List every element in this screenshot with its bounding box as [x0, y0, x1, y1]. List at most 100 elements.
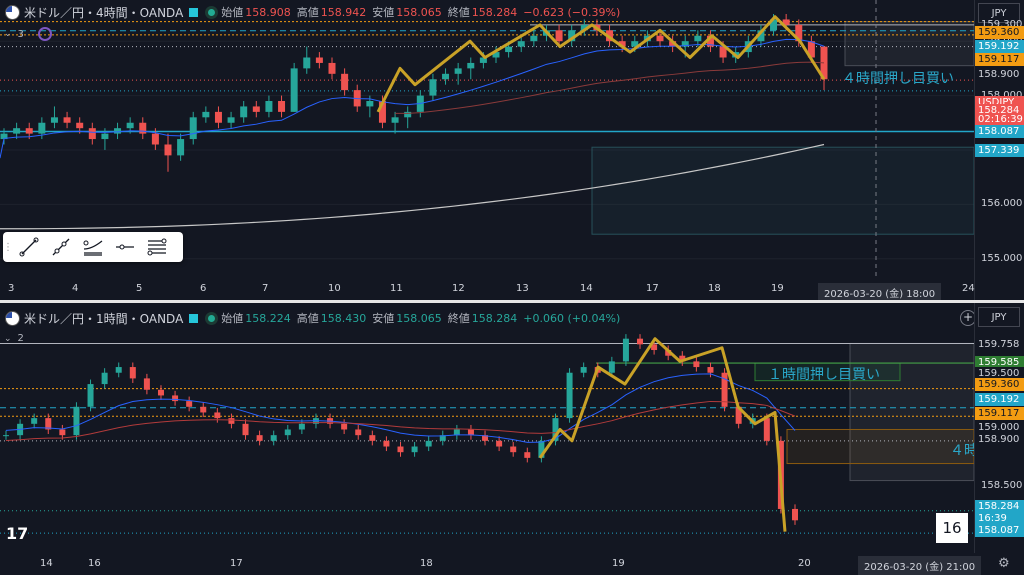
- chevron-down-icon[interactable]: ⌄: [4, 333, 12, 344]
- candle-body: [411, 446, 418, 453]
- time-tick: 5: [136, 283, 143, 294]
- candle-body: [115, 367, 122, 373]
- candle-body: [510, 446, 517, 453]
- candle-body: [240, 106, 248, 118]
- zone-rect: [786, 428, 974, 465]
- candle-body: [278, 101, 286, 112]
- top-time-axis[interactable]: 3 4 5 6 7 10 11 12 13 14 17 18 19 24: [0, 280, 975, 298]
- bottom-symbol-title[interactable]: 米ドル／円・1時間・OANDA: [24, 311, 184, 326]
- bottom-time-axis[interactable]: 14 16 17 18 19 20: [0, 555, 974, 573]
- candle-body: [139, 122, 147, 134]
- candle-body: [637, 338, 644, 345]
- flag-marker-icon[interactable]: [189, 7, 199, 17]
- candle-body: [76, 122, 84, 129]
- time-tick: 16: [88, 558, 101, 569]
- indicator-count: 2: [17, 333, 24, 344]
- top-symbol-title[interactable]: 米ドル／円・4時間・OANDA: [24, 5, 184, 20]
- candle-body: [656, 35, 664, 42]
- candle-body: [707, 367, 714, 373]
- line-tool-icon[interactable]: [13, 235, 45, 259]
- candle-body: [214, 412, 221, 419]
- candle-body: [252, 106, 260, 112]
- candle-body: [242, 423, 249, 436]
- bottom-indicator-toggle[interactable]: ⌄ 2: [4, 333, 24, 344]
- candle-body: [580, 24, 588, 31]
- time-tick: 17: [646, 283, 659, 294]
- candle-body: [453, 429, 460, 436]
- candle-body: [622, 338, 629, 362]
- long-ema-line: [395, 61, 825, 114]
- candle-body: [524, 452, 531, 458]
- channel-tool-icon[interactable]: [77, 235, 109, 259]
- top-price-axis[interactable]: JPY 159.300159.000158.000157.000156.0001…: [974, 0, 1024, 300]
- candle-body: [665, 350, 672, 356]
- indicator-ring-icon[interactable]: [37, 27, 52, 41]
- drawing-toolbar[interactable]: ⋮: [3, 232, 183, 262]
- bottom-annotation-4h[interactable]: ４時: [950, 443, 978, 459]
- horizontal-line-icon[interactable]: [109, 235, 141, 259]
- candle-body: [631, 41, 639, 47]
- candle-body: [566, 372, 573, 419]
- candle-body: [425, 440, 432, 447]
- fib-tool-icon[interactable]: [141, 235, 173, 259]
- time-tick: 7: [262, 283, 269, 294]
- low-value: 158.065: [396, 5, 442, 19]
- candle-body: [270, 435, 277, 441]
- price-label: 159.192: [975, 40, 1024, 53]
- candle-body: [13, 128, 21, 134]
- tradingview-logo[interactable]: 17: [6, 524, 29, 543]
- candle-body: [693, 361, 700, 368]
- settings-gear-icon[interactable]: ⚙: [998, 556, 1010, 571]
- price-label: 158.900: [975, 433, 1024, 446]
- candle-body: [482, 435, 489, 441]
- bottom-chart-pane[interactable]: [0, 303, 974, 553]
- price-label: 159.758: [975, 338, 1024, 351]
- price-label: 159.360: [975, 378, 1024, 391]
- pane-divider[interactable]: [0, 300, 1024, 303]
- bottom-price-axis[interactable]: JPY 159.500 159.000 158.500 159.758 159.585…: [974, 303, 1024, 553]
- candle-body: [129, 367, 136, 379]
- zigzag-line: [538, 337, 787, 532]
- candle-body: [439, 435, 446, 441]
- top-chart-canvas[interactable]: [0, 0, 974, 280]
- candle-body: [669, 41, 677, 47]
- time-tick: 12: [452, 283, 465, 294]
- flag-marker-icon[interactable]: [189, 313, 199, 323]
- high-label: 高値: [296, 312, 319, 325]
- low-value: 158.065: [396, 311, 442, 325]
- price-label: 158.087: [975, 524, 1024, 537]
- zone-rect: [591, 146, 974, 235]
- long-ema-line: [5, 400, 796, 442]
- ray-tool-icon[interactable]: [45, 235, 77, 259]
- bottom-annotation[interactable]: １時間押し目買い: [768, 367, 880, 383]
- price-label: 159.192: [975, 393, 1024, 406]
- price-tick: 158.000: [981, 90, 1022, 101]
- bottom-currency-button[interactable]: JPY: [978, 307, 1020, 327]
- candle-body: [315, 57, 323, 63]
- candle-body: [341, 423, 348, 430]
- candle-body: [555, 30, 563, 42]
- high-value: 158.430: [320, 311, 367, 325]
- indicator-count: 3: [17, 28, 24, 40]
- time-tick: 17: [230, 558, 243, 569]
- bottom-chart-canvas[interactable]: [0, 303, 974, 553]
- price-label: 159.585: [975, 356, 1024, 369]
- time-tick: 6: [200, 283, 207, 294]
- time-tick: 3: [8, 283, 15, 294]
- candle-body: [651, 344, 658, 351]
- candle-body: [679, 355, 686, 362]
- candle-body: [763, 418, 770, 441]
- top-crosshair-date: 2026-03-20 (金) 18:00: [818, 283, 942, 302]
- time-tick: 14: [40, 558, 53, 569]
- top-annotation[interactable]: ４時間押し目買い: [842, 71, 954, 87]
- candle-body: [770, 19, 778, 31]
- candle-body: [143, 378, 150, 390]
- candle-body: [568, 30, 576, 42]
- candle-body: [735, 406, 742, 424]
- bottom-legend: 米ドル／円・1時間・OANDA 始値 158.224 高値 158.430 安値 15…: [0, 308, 626, 328]
- toolbar-grip-icon[interactable]: ⋮: [3, 241, 13, 253]
- chevron-down-icon[interactable]: ⌄: [4, 29, 12, 39]
- top-indicator-toggle[interactable]: ⌄ 3: [4, 27, 52, 41]
- top-currency-button[interactable]: JPY: [978, 3, 1020, 23]
- usd-jpy-flag-icon: [5, 4, 20, 20]
